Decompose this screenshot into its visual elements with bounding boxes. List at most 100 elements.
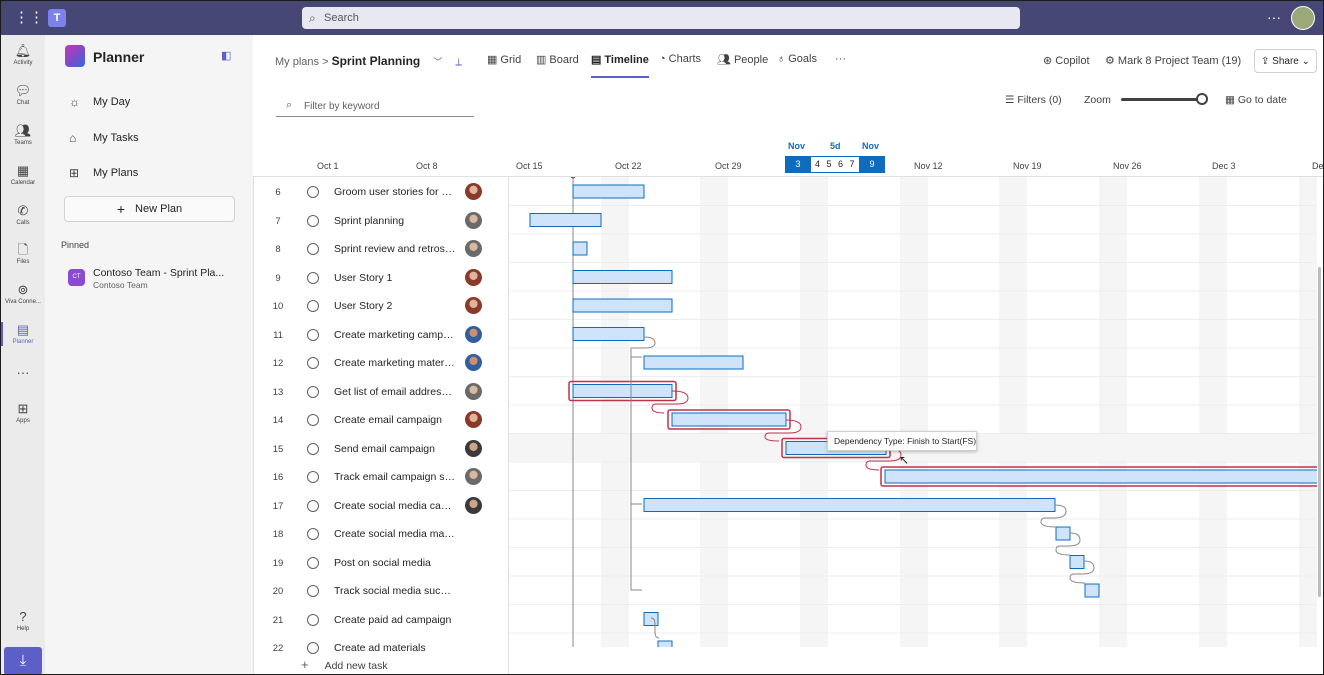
gantt-chart[interactable] (509, 177, 1317, 647)
assignee-avatar[interactable] (465, 411, 482, 428)
task-row[interactable]: 13 Get list of email addresses (253, 378, 509, 407)
task-row[interactable]: 6 Groom user stories for hi... (253, 178, 509, 207)
pinned-plan-item[interactable]: CT Contoso Team - Sprint Pla... Contoso … (68, 267, 248, 291)
filter-input[interactable]: ⌕ Filter by keyword (276, 96, 474, 117)
sidebar-item-my-tasks[interactable]: ⌂ My Tasks (69, 128, 139, 148)
assignee-avatar[interactable] (465, 382, 482, 400)
zoom-slider-handle[interactable] (1196, 93, 1208, 105)
gantt-bar[interactable] (572, 270, 673, 284)
rail-item-calendar[interactable]: ▦ Calendar (1, 163, 45, 187)
rail-item-apps[interactable]: ⊞ Apps (1, 401, 45, 425)
complete-task-checkbox[interactable] (307, 414, 319, 426)
complete-task-checkbox[interactable] (307, 556, 319, 569)
task-name[interactable]: Sprint planning (334, 214, 405, 227)
complete-task-checkbox[interactable] (307, 585, 319, 597)
gantt-bar[interactable] (529, 213, 602, 227)
assignee-avatar[interactable] (465, 325, 482, 343)
filters-button[interactable]: ☰ Filters (0) (1005, 94, 1062, 106)
tab-timeline[interactable]: ▤ Timeline (591, 53, 649, 78)
task-name[interactable]: Create social media cam... (334, 499, 456, 512)
task-row[interactable]: 20 Track social media success (253, 577, 509, 606)
task-row[interactable]: 14 Create email campaign (253, 406, 509, 435)
task-name[interactable]: Create social media mate... (334, 528, 456, 540)
task-row[interactable]: 18 Create social media mate... (253, 520, 509, 549)
gantt-bar[interactable] (643, 355, 744, 370)
assignee-avatar[interactable] (465, 297, 482, 314)
task-name[interactable]: User Story 1 (334, 271, 393, 284)
sidebar-item-my-plans[interactable]: ⊞ My Plans (69, 163, 138, 183)
gantt-bar[interactable] (884, 469, 1317, 484)
vertical-scrollbar[interactable] (1317, 177, 1323, 647)
gantt-bar[interactable] (1055, 526, 1071, 541)
rail-item-help[interactable]: ? Help (1, 609, 45, 633)
sidebar-item-my-day[interactable]: ☼ My Day (69, 92, 130, 112)
task-name[interactable]: Groom user stories for hi... (334, 186, 456, 198)
task-row[interactable]: 21 Create paid ad campaign (253, 606, 509, 635)
assignee-avatar[interactable] (465, 468, 482, 485)
rail-item-teams[interactable]: 👥︎ Teams (1, 123, 45, 147)
assignee-avatar[interactable] (465, 496, 482, 514)
complete-task-checkbox[interactable] (307, 385, 319, 398)
pin-icon[interactable]: ⟂ (455, 57, 463, 68)
task-name[interactable]: Track social media success (334, 585, 456, 597)
task-name[interactable]: Sprint review and retrosp... (334, 243, 456, 255)
gantt-bar[interactable] (572, 327, 645, 341)
rail-item-chat[interactable]: 💬︎ Chat (1, 83, 45, 107)
task-name[interactable]: Post on social media (334, 556, 431, 569)
task-row[interactable]: 11 Create marketing campai... (253, 321, 509, 350)
assignee-avatar[interactable] (465, 354, 482, 371)
complete-task-checkbox[interactable] (307, 300, 319, 312)
share-button[interactable]: ⇪ Share ⌄ (1254, 49, 1317, 73)
gantt-bar[interactable] (572, 298, 673, 313)
gantt-bar[interactable] (671, 412, 787, 427)
zoom-slider[interactable] (1121, 98, 1201, 101)
tab-people[interactable]: 👥︎ People (717, 53, 768, 75)
complete-task-checkbox[interactable] (307, 328, 319, 341)
task-row[interactable]: 22 Create ad materials (253, 634, 509, 663)
rail-item-files[interactable]: 🗋 Files (1, 242, 45, 266)
task-name[interactable]: Create marketing materials (334, 357, 456, 369)
task-row[interactable]: 19 Post on social media (253, 549, 509, 578)
complete-task-checkbox[interactable] (307, 613, 319, 626)
tab-goals[interactable]: ♁ Goals (777, 53, 817, 75)
task-name[interactable]: Create paid ad campaign (334, 613, 452, 626)
chevron-down-icon[interactable]: ﹀ (433, 57, 443, 67)
rail-item-more[interactable]: ··· (1, 365, 45, 381)
gantt-bar[interactable] (572, 184, 645, 199)
assignee-avatar[interactable] (465, 211, 482, 229)
task-row[interactable]: 15 Send email campaign (253, 435, 509, 464)
gantt-bar[interactable] (643, 498, 1056, 512)
complete-task-checkbox[interactable] (307, 243, 319, 255)
gantt-bar[interactable] (657, 640, 673, 647)
task-row[interactable]: 16 Track email campaign su... (253, 463, 509, 492)
assignee-avatar[interactable] (465, 240, 482, 257)
complete-task-checkbox[interactable] (307, 642, 319, 654)
complete-task-checkbox[interactable] (307, 499, 319, 512)
team-button[interactable]: ⚙ Mark 8 Project Team (19) (1105, 54, 1241, 67)
complete-task-checkbox[interactable] (307, 357, 319, 369)
range-start-day[interactable]: 3 (785, 156, 811, 173)
rail-item-activity[interactable]: 🔔︎ Activity (1, 43, 45, 67)
task-row[interactable]: 12 Create marketing materials (253, 349, 509, 378)
breadcrumb-my-plans[interactable]: My plans (275, 56, 320, 68)
scrollbar-thumb[interactable] (1318, 267, 1321, 597)
app-launcher-icon[interactable]: ⋮⋮⋮ (14, 9, 59, 26)
gantt-bar[interactable] (643, 612, 659, 626)
gantt-bar[interactable] (1084, 583, 1100, 598)
user-avatar[interactable] (1291, 6, 1315, 30)
task-row[interactable]: 7 Sprint planning (253, 207, 509, 236)
rail-item-calls[interactable]: ✆ Calls (1, 203, 45, 227)
complete-task-checkbox[interactable] (307, 528, 319, 540)
task-name[interactable]: User Story 2 (334, 300, 393, 312)
gantt-bar[interactable] (572, 384, 673, 398)
tab-charts[interactable]: ◔ Charts (659, 53, 701, 75)
gantt-bar[interactable] (572, 241, 588, 256)
task-name[interactable]: Create marketing campai... (334, 328, 456, 341)
add-new-task-button[interactable]: + Add new task (301, 657, 388, 672)
go-to-date-button[interactable]: ▦ Go to date (1225, 94, 1287, 106)
task-name[interactable]: Create ad materials (334, 642, 426, 654)
task-row[interactable]: 17 Create social media cam... (253, 492, 509, 521)
more-options-icon[interactable]: ··· (1267, 9, 1281, 25)
gantt-bar[interactable] (1069, 555, 1085, 569)
task-row[interactable]: 10 User Story 2 (253, 292, 509, 321)
